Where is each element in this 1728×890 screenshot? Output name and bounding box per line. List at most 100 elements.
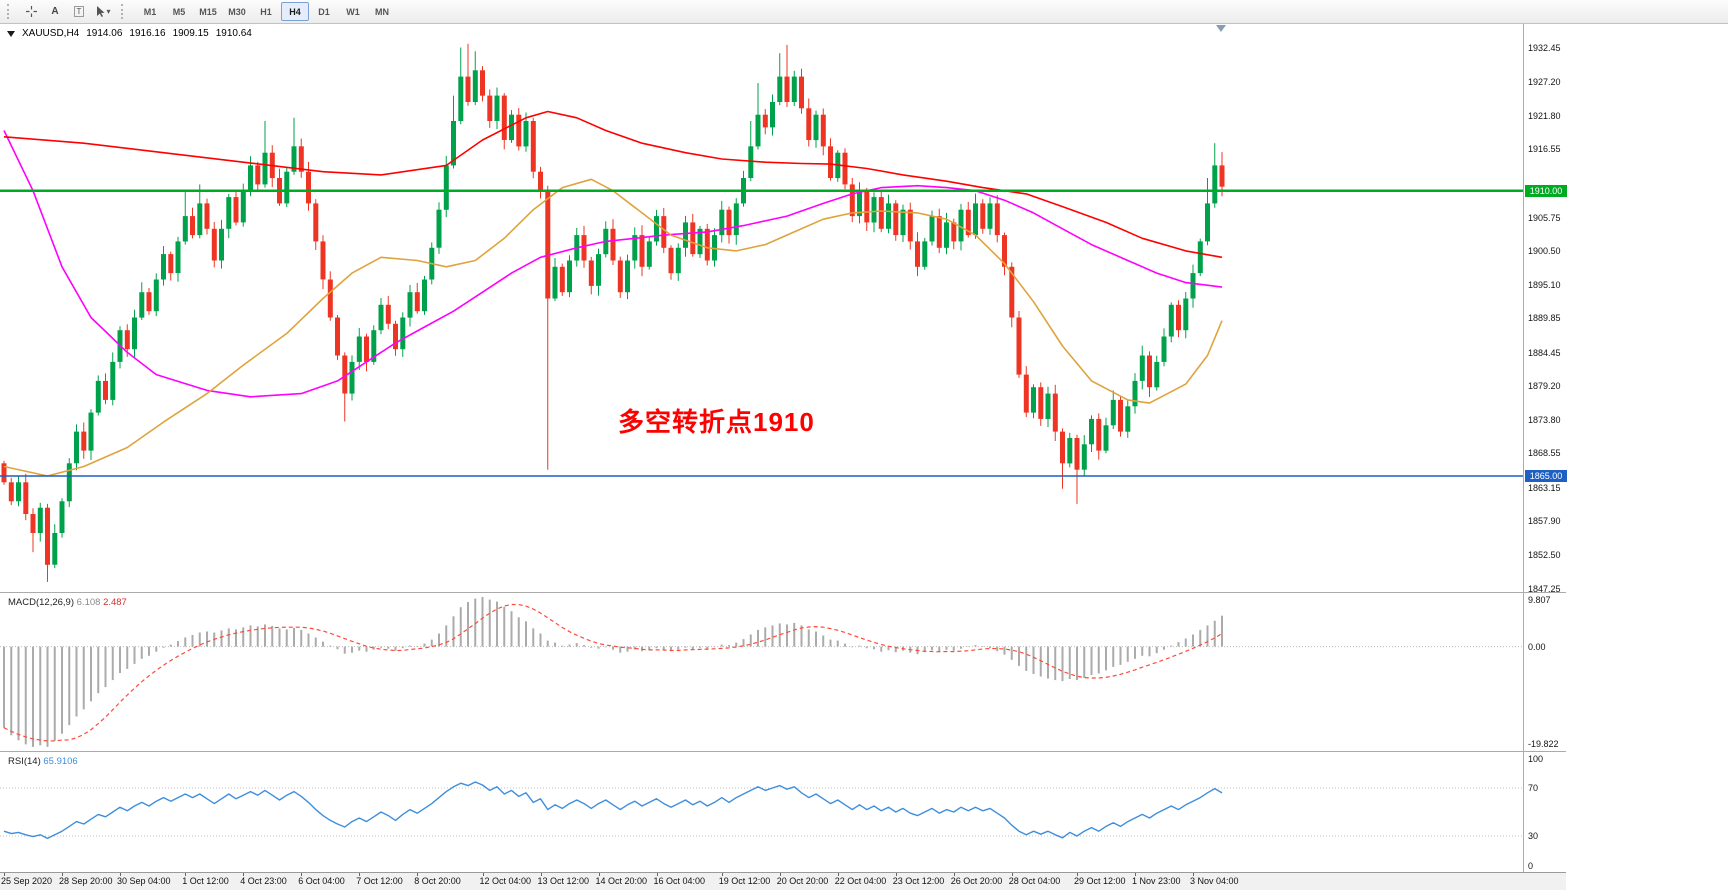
- macd-histogram: [3, 597, 1223, 747]
- time-axis-tickmark: [301, 873, 303, 876]
- title-close: 1910.64: [215, 28, 252, 39]
- rsi-panel-separator[interactable]: [0, 751, 1566, 752]
- rsi-value: 65.9106: [43, 756, 78, 767]
- time-axis-label: 12 Oct 04:00: [479, 876, 532, 886]
- price-axis-tick: 1921.80: [1528, 110, 1561, 121]
- price-axis-tick: 1889.85: [1528, 313, 1561, 324]
- timeframe-button-d1[interactable]: D1: [318, 6, 330, 17]
- time-axis-tickmark: [656, 873, 658, 876]
- rsi-axis-tick: 30: [1528, 831, 1539, 841]
- price-axis-tick: 1927.20: [1528, 76, 1561, 87]
- time-axis-label: 23 Oct 12:00: [892, 876, 945, 886]
- time-axis-tickmark: [598, 873, 600, 876]
- macd-main-value: 6.108: [76, 597, 101, 608]
- time-axis-label: 14 Oct 20:00: [595, 876, 648, 886]
- candles: [1, 43, 1225, 582]
- timeframe-button-m30[interactable]: M30: [228, 6, 246, 17]
- rsi-label-text: RSI(14): [8, 756, 41, 767]
- cursor-tool-dropdown-button[interactable]: ▾: [92, 2, 114, 22]
- price-axis-tick: 1847.25: [1528, 583, 1561, 594]
- time-axis-label: 25 Sep 2020: [1, 876, 53, 886]
- time-axis-tickmark: [721, 873, 723, 876]
- price-axis-tick: 1905.75: [1528, 212, 1561, 223]
- dropdown-caret-icon: ▾: [106, 7, 111, 16]
- time-axis-tickmark: [895, 873, 897, 876]
- time-axis[interactable]: 25 Sep 2020 28 Sep 20:00 30 Sep 04:00 1 Oct…: [0, 872, 1566, 890]
- macd-label-text: MACD(12,26,9): [8, 597, 74, 608]
- time-axis-label: 13 Oct 12:00: [537, 876, 590, 886]
- title-open: 1914.06: [86, 28, 123, 39]
- toolbar-grip-2[interactable]: [121, 4, 127, 19]
- price-marker-1910.00[interactable]: 1910.00: [1525, 184, 1567, 197]
- time-axis-label: 6 Oct 04:00: [298, 876, 345, 886]
- price-axis-tick: 1863.15: [1528, 482, 1561, 493]
- time-axis-tickmark: [185, 873, 187, 876]
- time-axis-label: 28 Oct 04:00: [1008, 876, 1061, 886]
- time-axis-tickmark: [4, 873, 5, 876]
- timeframe-toolbar: M1 M5 M15 M30 H1 H4 D1 W1 MN: [136, 2, 396, 21]
- macd-indicator-label: MACD(12,26,9) 6.108 2.487: [8, 597, 127, 608]
- expand-triangle-icon[interactable]: [7, 30, 15, 37]
- price-scale-border: [1523, 24, 1524, 872]
- time-axis-tickmark: [779, 873, 781, 876]
- macd-axis-tick: -19.822: [1528, 739, 1559, 749]
- price-marker-1865.00[interactable]: 1865.00: [1525, 469, 1567, 482]
- cursor-icon: [97, 6, 105, 17]
- text-tool-button[interactable]: T: [68, 2, 90, 22]
- time-axis-tickmark: [540, 873, 542, 876]
- rsi-axis-tick: 0: [1528, 861, 1534, 871]
- rsi-axis-tick: 100: [1528, 754, 1544, 764]
- macd-panel-separator[interactable]: [0, 592, 1566, 593]
- chart-annotation-text[interactable]: 多空转折点1910: [618, 407, 815, 437]
- ma-orange-line: [3, 178, 1223, 477]
- chart-title: XAUUSD,H4 1914.06 1916.16 1909.15 1910.6…: [7, 28, 252, 39]
- time-axis-tickmark: [359, 873, 361, 876]
- price-axis-tick: 1852.50: [1528, 550, 1561, 561]
- timeframe-button-h4[interactable]: H4: [281, 2, 309, 21]
- timeframe-button-w1[interactable]: W1: [346, 6, 360, 17]
- rsi-line: [3, 781, 1223, 840]
- toolbar-grip[interactable]: [7, 4, 13, 19]
- price-axis-tick: 1916.55: [1528, 144, 1561, 155]
- time-axis-tickmark: [953, 873, 955, 876]
- text-label-tool-button[interactable]: A: [44, 2, 66, 22]
- letter-t-icon: T: [73, 6, 85, 17]
- time-axis-label: 26 Oct 20:00: [950, 876, 1003, 886]
- time-axis-label: 16 Oct 04:00: [653, 876, 706, 886]
- price-scale[interactable]: 1910.00 1865.00 1932.45 1927.20 1921.80 1916.…: [1524, 0, 1624, 890]
- time-axis-label: 20 Oct 20:00: [776, 876, 829, 886]
- timeframe-button-mn[interactable]: MN: [375, 6, 389, 17]
- ma-red-line: [3, 110, 1223, 259]
- price-axis-tick: 1900.50: [1528, 245, 1561, 256]
- chart-shift-marker-icon[interactable]: [1216, 25, 1226, 32]
- time-axis-tickmark: [1193, 873, 1194, 876]
- price-axis-tick: 1879.20: [1528, 380, 1561, 391]
- time-axis-label: 3 Nov 04:00: [1190, 876, 1239, 886]
- rsi-axis-tick: 70: [1528, 783, 1539, 793]
- time-axis-label: 28 Sep 20:00: [59, 876, 113, 886]
- rsi-canvas[interactable]: [0, 752, 1523, 872]
- rsi-indicator-label: RSI(14) 65.9106: [8, 756, 78, 767]
- price-axis-tick: 1868.55: [1528, 448, 1561, 459]
- macd-canvas[interactable]: [0, 593, 1523, 751]
- price-axis-tick: 1873.80: [1528, 415, 1561, 426]
- time-axis-tickmark: [62, 873, 63, 876]
- price-axis-tick: 1857.90: [1528, 516, 1561, 526]
- time-axis-tickmark: [243, 873, 245, 876]
- timeframe-button-m5[interactable]: M5: [172, 6, 186, 17]
- toolbar: A T ▾ M1 M5 M15 M30 H1 H4 D1 W1 MN: [0, 0, 1728, 24]
- timeframe-button-m1[interactable]: M1: [143, 6, 157, 17]
- crosshair-icon: [25, 6, 37, 17]
- price-axis-tick: 1884.45: [1528, 347, 1561, 358]
- ma-magenta-line: [3, 130, 1223, 398]
- timeframe-button-h1[interactable]: H1: [260, 6, 272, 17]
- time-axis-label: 30 Sep 04:00: [117, 876, 171, 886]
- price-chart-canvas[interactable]: [0, 24, 1523, 592]
- crosshair-tool-button[interactable]: [20, 2, 42, 22]
- time-axis-tickmark: [1077, 873, 1078, 876]
- time-axis-label: 19 Oct 12:00: [718, 876, 771, 886]
- time-axis-label: 8 Oct 20:00: [414, 876, 461, 886]
- timeframe-button-m15[interactable]: M15: [199, 6, 217, 17]
- time-axis-label: 29 Oct 12:00: [1074, 876, 1126, 886]
- time-axis-tickmark: [417, 873, 419, 876]
